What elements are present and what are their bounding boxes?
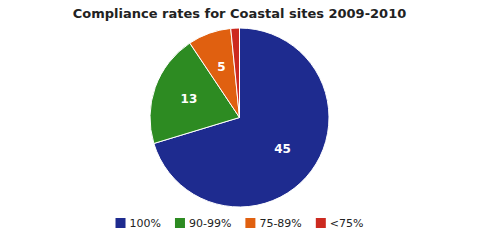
legend-swatch [316,218,326,228]
title: Compliance rates for Coastal sites 2009-… [73,6,407,21]
legend-label: 75-89% [259,217,301,230]
legend-swatch [245,218,255,228]
data-label: 45 [274,142,291,156]
legend-label: 90-99% [189,217,231,230]
data-labels: 45 13 5 [181,60,291,157]
slices [150,28,329,207]
legend-label: <75% [330,217,364,230]
legend-swatch [116,218,126,228]
slice [231,28,240,118]
legend-label: 100% [130,217,161,230]
data-label: 5 [217,60,225,74]
chart: Compliance rates for Coastal sites 2009-… [0,0,479,237]
data-label: 13 [181,92,198,106]
legend: 100% 90-99% 75-89% <75% [116,217,364,230]
legend-swatch [175,218,185,228]
